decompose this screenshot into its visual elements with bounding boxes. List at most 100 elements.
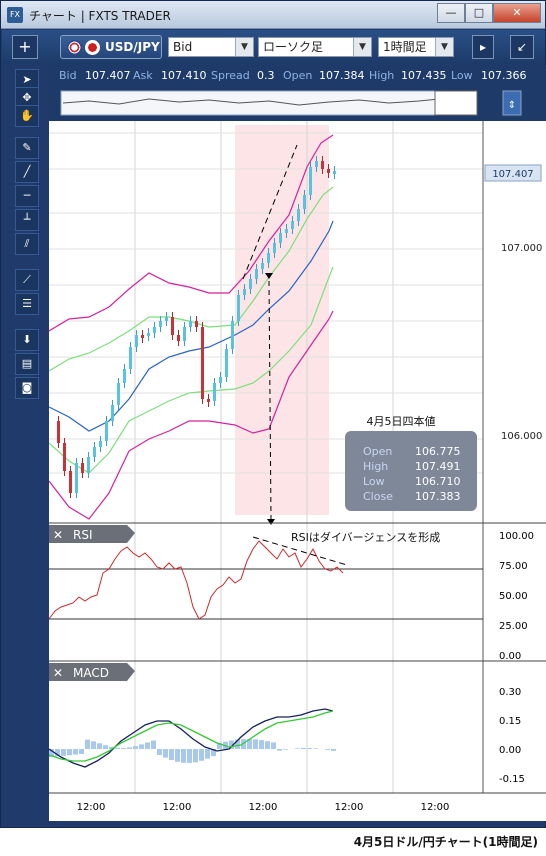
fan-icon[interactable]: ⟋	[15, 269, 39, 291]
close-button[interactable]: ✕	[493, 3, 541, 23]
horizontal-line-icon[interactable]: ─	[15, 185, 39, 207]
candle-body	[225, 349, 228, 377]
price-tick-label: 107.000	[501, 243, 542, 254]
chart-type-select[interactable]: ローソク足 ▼	[258, 37, 372, 57]
candle-body	[261, 263, 264, 269]
macd-label: MACD	[73, 666, 109, 680]
symbol-label: USD/JPY	[105, 40, 160, 54]
open-label: Open	[283, 69, 313, 82]
macd-line	[48, 708, 334, 768]
drawing-tools: ➤ ✥ ✋ ✎ ╱ ─ ┴ ⫽ ⟋ ☰ ⬇ ▤ ◙	[15, 65, 41, 405]
rsi-divergence-line	[252, 536, 348, 566]
macd-histogram-bar	[295, 748, 300, 749]
macd-header[interactable]: ✕ MACD	[49, 663, 135, 681]
divergence-arrow	[268, 280, 272, 520]
candle-body	[141, 335, 144, 338]
navigator-window[interactable]	[434, 90, 478, 116]
bid-value: 107.407	[85, 69, 131, 82]
candle-body	[195, 321, 198, 327]
macd-histogram-bar	[115, 747, 120, 749]
fibonacci-icon[interactable]: ☰	[15, 293, 39, 315]
macd-histogram-bar	[103, 745, 108, 749]
chart-toolbar: + USD/JPY Bid ▼ ローソク足 ▼ 1時間足 ▼ ▸ ↙	[2, 30, 545, 64]
macd-histogram-bar	[139, 744, 144, 749]
camera-icon[interactable]: ◙	[15, 377, 39, 399]
macd-histogram-bar	[259, 740, 264, 749]
macd-histogram-bar	[211, 749, 216, 757]
bid-label: Bid	[59, 69, 77, 82]
macd-histogram-bar	[49, 749, 54, 757]
macd-histogram-bar	[79, 749, 84, 754]
candle-body	[123, 369, 126, 383]
chart-type-value: ローソク足	[263, 40, 324, 54]
candle-body	[309, 167, 312, 195]
ohlc-label: High	[363, 460, 388, 473]
candle-body	[249, 279, 252, 289]
close-icon[interactable]: ✕	[53, 528, 63, 542]
macd-histogram-bar	[193, 749, 198, 763]
parallel-lines-icon[interactable]: ⫽	[15, 233, 39, 255]
candle-body	[327, 169, 330, 173]
popout-icon[interactable]: ↙	[510, 35, 534, 59]
candle-body	[279, 233, 282, 243]
candle-body	[219, 377, 222, 383]
navigator-line	[62, 97, 476, 106]
trendline-icon[interactable]: ╱	[15, 161, 39, 183]
time-tick: 12:00	[163, 802, 192, 813]
macd-histogram-bar	[217, 743, 222, 749]
candle-body	[111, 405, 114, 421]
macd-histogram-bar	[67, 749, 72, 756]
data-table-icon[interactable]: ▤	[15, 353, 39, 375]
candle-body	[243, 289, 246, 295]
macd-histogram-bar	[247, 739, 252, 749]
chevron-down-icon: ▼	[235, 38, 253, 56]
symbol-selector[interactable]: USD/JPY	[60, 35, 162, 59]
ohlc-box-background	[345, 431, 477, 511]
chart-canvas: 107.407 107.000 106.000 4月5日四本値 Open 106…	[48, 121, 546, 813]
macd-histogram-bar	[235, 739, 240, 749]
add-chart-button[interactable]: +	[12, 35, 38, 59]
macd-histogram-bar	[229, 740, 234, 749]
pencil-icon[interactable]: ✎	[15, 137, 39, 159]
macd-tick: 0.30	[499, 687, 521, 698]
navigator-expand-button[interactable]	[502, 90, 522, 116]
jp-flag-icon	[85, 40, 100, 55]
rsi-label: RSI	[73, 528, 93, 542]
macd-histogram-bar	[61, 749, 66, 756]
download-icon[interactable]: ⬇	[15, 329, 39, 351]
candle-body	[99, 441, 102, 447]
price-type-select[interactable]: Bid ▼	[168, 37, 254, 57]
crosshair-cursor-icon[interactable]: ✥	[15, 87, 39, 109]
ask-value: 107.410	[161, 69, 207, 82]
chevron-right-icon[interactable]: ▸	[472, 35, 494, 59]
chart-area[interactable]: 107.407 107.000 106.000 4月5日四本値 Open 106…	[48, 121, 546, 821]
rsi-annotation: RSIはダイバージェンスを形成	[291, 530, 440, 544]
candle-body	[267, 253, 270, 263]
vertical-line-icon[interactable]: ┴	[15, 209, 39, 231]
timeframe-select[interactable]: 1時間足 ▼	[378, 37, 454, 57]
hand-icon[interactable]: ✋	[15, 105, 39, 127]
maximize-button[interactable]: □	[465, 3, 493, 23]
macd-histogram-bar	[331, 749, 336, 751]
low-value: 107.366	[481, 69, 527, 82]
time-tick: 12:00	[77, 802, 106, 813]
candle-body	[291, 221, 294, 229]
ohlc-value: 107.491	[415, 460, 461, 473]
navigator-svg: ⇕	[60, 90, 522, 116]
macd-histogram-bar	[283, 749, 288, 750]
rsi-tick: 50.00	[499, 591, 528, 602]
macd-histogram-bar	[91, 741, 96, 749]
rsi-tick: 0.00	[499, 651, 521, 662]
navigator-strip[interactable]: ⇕	[49, 87, 546, 121]
price-trendline	[242, 144, 298, 280]
high-value: 107.435	[401, 69, 447, 82]
rsi-tick: 100.00	[499, 531, 534, 542]
minimize-button[interactable]: —	[437, 3, 465, 23]
candle-body	[75, 463, 78, 493]
candle-body	[69, 471, 72, 493]
ohlc-value: 106.775	[415, 445, 461, 458]
rsi-header[interactable]: ✕ RSI	[49, 525, 135, 543]
close-icon[interactable]: ✕	[53, 666, 63, 680]
quote-bar: Bid 107.407 Ask 107.410 Spread 0.3 Open …	[49, 65, 546, 87]
rsi-tick: 25.00	[499, 621, 528, 632]
